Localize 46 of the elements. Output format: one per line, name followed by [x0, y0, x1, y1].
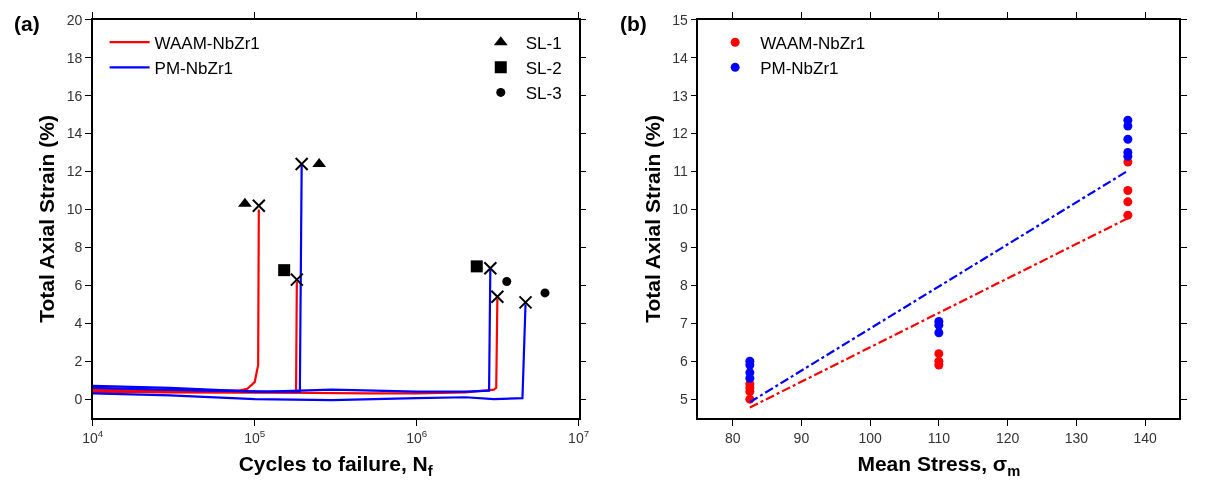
- legend-label: WAAM-NbZr1: [760, 33, 866, 53]
- y-tick-label: 14: [66, 125, 83, 142]
- legend-label: SL-3: [525, 84, 562, 104]
- y-tick-label: 12: [672, 125, 688, 142]
- y-tick-label: 9: [679, 239, 688, 256]
- x-axis-title: Cycles to failure, N$_{f}$: [238, 452, 433, 479]
- y-tick-label: 16: [66, 87, 83, 104]
- x-tick-label: 110: [927, 429, 951, 446]
- y-tick-label: 10: [66, 201, 83, 218]
- y-tick-label: 20: [66, 11, 83, 28]
- text: (b): [620, 12, 647, 35]
- x-tick-label: 140: [1133, 429, 1157, 446]
- y-tick-label: 7: [679, 315, 688, 332]
- y-tick-label: 2: [74, 353, 83, 370]
- x-tick-label: 120: [995, 429, 1020, 446]
- y-tick-label: 15: [672, 11, 688, 28]
- legend-label: SL-1: [525, 33, 562, 53]
- x-tick-label: 130: [1064, 429, 1089, 446]
- legend-label: PM-NbZr1: [154, 58, 234, 78]
- legend-label: WAAM-NbZr1: [154, 33, 260, 53]
- y-tick-label: 0: [74, 391, 83, 408]
- y-axis-title: Total Axial Strain (%): [640, 115, 664, 323]
- legend-label: PM-NbZr1: [760, 58, 839, 78]
- y-tick-label: 8: [679, 277, 688, 294]
- text: (a): [14, 12, 40, 35]
- x-tick-label: 10$^{4}$: [82, 427, 104, 446]
- x-tick-label: 80: [724, 429, 741, 446]
- y-tick-label: 10: [672, 201, 688, 218]
- y-tick-label: 4: [74, 315, 83, 332]
- y-tick-label: 5: [679, 391, 688, 408]
- x-tick-label: 10$^{6}$: [406, 427, 428, 446]
- x-axis-title: Mean Stress, σ$_{m}$: [857, 452, 1021, 479]
- y-tick-label: 14: [672, 49, 688, 66]
- x-tick-label: 100: [858, 429, 883, 446]
- legend-label: SL-2: [525, 58, 562, 78]
- y-axis-title: Total Axial Strain (%): [35, 115, 59, 323]
- x-tick-label: 10$^{5}$: [244, 427, 266, 446]
- y-tick-label: 6: [74, 277, 83, 294]
- x-tick-label: 90: [793, 429, 810, 446]
- y-tick-label: 13: [672, 87, 688, 104]
- y-tick-label: 18: [66, 49, 83, 66]
- y-tick-label: 6: [679, 353, 688, 370]
- y-tick-label: 12: [66, 163, 83, 180]
- x-tick-label: 10$^{7}$: [568, 427, 590, 446]
- y-tick-label: 8: [74, 239, 83, 256]
- y-tick-label: 11: [673, 163, 688, 180]
